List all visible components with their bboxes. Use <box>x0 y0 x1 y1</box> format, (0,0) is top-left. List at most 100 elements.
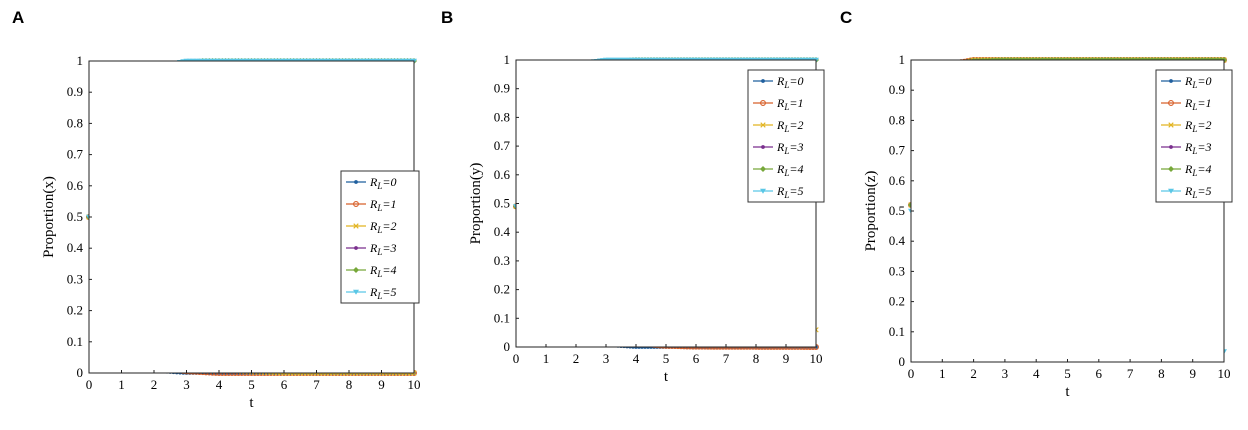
chart-c-x-tick-label-2: 2 <box>970 366 977 381</box>
chart-c-y-tick-label-10: 1 <box>899 52 906 67</box>
chart-b-legend-marker-1 <box>760 100 766 106</box>
chart-b-y-tick-label-0: 0 <box>504 339 511 354</box>
chart-a-y-tick-label-4: 0.4 <box>67 240 84 255</box>
chart-c-legend-marker-5 <box>1168 188 1174 194</box>
chart-a-legend-item-0: RL=0 <box>346 175 396 191</box>
chart-c-legend-label-3: RL=3 <box>1184 140 1211 156</box>
chart-a-legend-label-5: RL=5 <box>369 285 396 301</box>
chart-a-y-tick-label-8: 0.8 <box>67 115 83 130</box>
chart-a-x-axis-label: t <box>249 395 254 411</box>
chart-b-x-axis-label: t <box>664 369 669 385</box>
chart-c-x-tick-label-10: 10 <box>1218 366 1231 381</box>
chart-a-y-tick-label-1: 0.1 <box>67 334 83 349</box>
chart-b-y-tick-label-1: 0.1 <box>494 310 510 325</box>
chart-a-legend-item-4: RL=4 <box>346 263 396 279</box>
chart-a-x-tick-label-2: 2 <box>151 377 158 392</box>
chart-b-x-tick-label-8: 8 <box>753 351 760 366</box>
chart-c-legend-item-0: RL=0 <box>1161 74 1211 90</box>
chart-c-x-tick-label-9: 9 <box>1189 366 1196 381</box>
chart-b-legend-item-2: RL=2 <box>753 118 803 134</box>
chart-a-x-tick-label-5: 5 <box>248 377 255 392</box>
chart-a-legend-item-5: RL=5 <box>346 285 396 301</box>
chart-b-legend-item-1: RL=1 <box>753 96 803 112</box>
chart-b-y-tick-label-8: 0.8 <box>494 109 510 124</box>
chart-c-legend-label-1: RL=1 <box>1184 96 1211 112</box>
chart-b-legend-marker-4 <box>760 166 766 172</box>
chart-a-legend-marker-4 <box>353 267 359 273</box>
chart-b-legend-label-3: RL=3 <box>776 140 803 156</box>
panel-a: A 0 1 2 3 4 5 6 7 8 9 1000.10.20.30.40.50.60.70.80… <box>12 8 421 411</box>
chart-a-legend-box <box>340 170 420 304</box>
chart-c-y-tick-label-6: 0.6 <box>889 173 906 188</box>
chart-c-x-tick-label-1: 1 <box>939 366 946 381</box>
chart-b-y-tick-label-2: 0.2 <box>494 282 510 297</box>
chart-c-y-tick-label-2: 0.2 <box>889 294 905 309</box>
chart-a-y-tick-label-3: 0.3 <box>67 271 83 286</box>
chart-a-ticks: 0 1 2 3 4 5 6 7 8 9 10 0 0.1 0.2 0.3 0.4 0.5 0.6 0.7 0.8 0.9… <box>67 53 421 392</box>
chart-c-legend-marker-0 <box>1169 79 1173 83</box>
chart-a-legend-item-3: RL=3 <box>346 241 396 257</box>
chart-c-y-tick-label-8: 0.8 <box>889 112 905 127</box>
chart-c-legend-item-2: RL=2 <box>1161 118 1211 134</box>
chart-b-x-tick-label-5: 5 <box>663 351 670 366</box>
chart-a-legend-label-1: RL=1 <box>369 197 396 213</box>
chart-b-y-tick-label-9: 0.9 <box>494 81 510 96</box>
chart-b-y-tick-label-3: 0.3 <box>494 253 510 268</box>
chart-b-legend-item-0: RL=0 <box>753 74 803 90</box>
chart-a-legend: RL=0 RL=1 RL=2 RL=3 RL=4 RL=5 <box>340 170 420 304</box>
chart-a: 0 1 2 3 4 5 6 7 8 9 10 0 0.1 0.2 0.3 0.4 0.5 0.6 0.7 0.8 0.9… <box>41 53 421 411</box>
chart-b-y-tick-label-7: 0.7 <box>494 138 511 153</box>
chart-a-legend-marker-3 <box>354 246 358 250</box>
chart-b-y-tick-label-6: 0.6 <box>494 167 511 182</box>
chart-a-legend-label-4: RL=4 <box>369 263 396 279</box>
chart-c-legend-marker-1 <box>1168 100 1174 106</box>
chart-a-legend-marker-5 <box>353 289 359 295</box>
chart-c-y-tick-label-9: 0.9 <box>889 82 905 97</box>
chart-b-x-tick-label-4: 4 <box>633 351 640 366</box>
chart-b-legend-label-4: RL=4 <box>776 162 803 178</box>
chart-a-x-tick-label-8: 8 <box>346 377 353 392</box>
panel-c: C 0 1 2 3 4 5 6 7 8 9 1000.10.20.30.40.50.60.70.80… <box>840 8 1233 400</box>
chart-c-legend-item-4: RL=4 <box>1161 162 1211 178</box>
chart-c-y-tick-label-7: 0.7 <box>889 143 906 158</box>
chart-c-legend-marker-2 <box>1168 122 1174 128</box>
chart-a-legend-item-1: RL=1 <box>346 197 396 213</box>
chart-c-legend-box <box>1155 69 1233 203</box>
chart-b-x-tick-label-3: 3 <box>603 351 610 366</box>
chart-c-y-tick-label-3: 0.3 <box>889 263 905 278</box>
chart-c-x-tick-label-3: 3 <box>1002 366 1009 381</box>
chart-a-x-tick-label-4: 4 <box>216 377 223 392</box>
chart-b-x-tick-label-6: 6 <box>693 351 700 366</box>
chart-b-legend-label-5: RL=5 <box>776 184 803 200</box>
chart-a-y-tick-label-10: 1 <box>77 53 84 68</box>
chart-a-y-tick-label-6: 0.6 <box>67 178 84 193</box>
chart-b-legend-label-0: RL=0 <box>776 74 803 90</box>
chart-c-x-tick-label-6: 6 <box>1096 366 1103 381</box>
chart-c-legend-label-4: RL=4 <box>1184 162 1211 178</box>
chart-a-legend-label-2: RL=2 <box>369 219 396 235</box>
chart-a-x-tick-label-7: 7 <box>313 377 320 392</box>
chart-b-x-tick-label-2: 2 <box>573 351 580 366</box>
chart-a-legend-marker-0 <box>354 180 358 184</box>
chart-c-legend-label-5: RL=5 <box>1184 184 1211 200</box>
chart-b-legend-box <box>747 69 825 203</box>
chart-b-legend-label-1: RL=1 <box>776 96 803 112</box>
chart-b-x-tick-label-7: 7 <box>723 351 730 366</box>
chart-b: 0 1 2 3 4 5 6 7 8 9 10 0 0.1 0.2 0.3 0.4 0.5 0.6 0.7 0.8 0.9… <box>468 52 825 385</box>
chart-c-legend-marker-4 <box>1168 166 1174 172</box>
chart-b-legend-marker-2 <box>760 122 766 128</box>
chart-c-y-axis-label: Proportion(z) <box>863 171 879 252</box>
chart-a-y-tick-label-2: 0.2 <box>67 303 83 318</box>
chart-a-legend-label-0: RL=0 <box>369 175 396 191</box>
chart-c-legend-item-3: RL=3 <box>1161 140 1211 156</box>
chart-a-y-tick-label-0: 0 <box>77 365 84 380</box>
chart-c-y-tick-label-5: 0.5 <box>889 203 905 218</box>
chart-b-x-tick-label-10: 10 <box>810 351 823 366</box>
chart-c-legend: RL=0 RL=1 RL=2 RL=3 RL=4 RL=5 <box>1155 69 1233 203</box>
panel-b: B 0 1 2 3 4 5 6 7 8 9 1000.10.20.30.40.50.60.70.80… <box>441 8 825 385</box>
chart-b-ticks: 0 1 2 3 4 5 6 7 8 9 10 0 0.1 0.2 0.3 0.4 0.5 0.6 0.7 0.8 0.9… <box>494 52 823 366</box>
chart-a-legend-label-3: RL=3 <box>369 241 396 257</box>
chart-b-legend-marker-3 <box>761 145 765 149</box>
chart-b-x-tick-label-0: 0 <box>513 351 520 366</box>
